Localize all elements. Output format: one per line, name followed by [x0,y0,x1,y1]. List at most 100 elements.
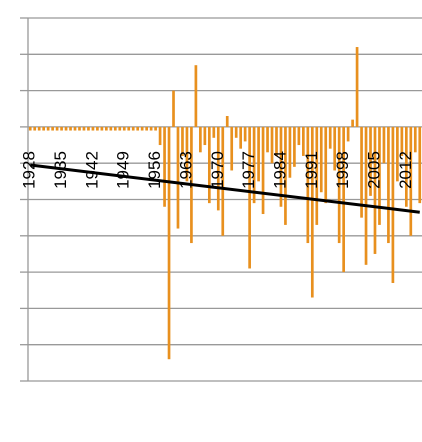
bar [212,126,216,138]
bar [387,126,390,244]
bar [163,126,166,207]
bar [346,126,350,142]
x-tick-label: 1977 [239,151,258,189]
bar [199,126,202,153]
bar [91,126,95,131]
bar [33,126,37,131]
bar [239,126,243,149]
bar [140,126,144,131]
bar [252,126,256,204]
bar [413,126,417,153]
bar [266,126,269,153]
bar [342,126,345,273]
trend-line [30,163,420,214]
bar [185,126,189,182]
bar [145,126,148,131]
bar [275,126,278,156]
bar [194,65,198,127]
bar [221,126,225,236]
bar [136,126,140,131]
bar [105,126,108,131]
x-tick-label: 2005 [364,151,383,189]
bar [37,126,41,131]
bar [60,126,63,131]
bar [167,126,171,360]
bar [373,126,377,254]
x-tick-label: 1942 [82,151,101,189]
bar [257,126,260,182]
bar [333,126,337,171]
bar [64,126,68,131]
bar [270,126,274,164]
bar [122,126,126,131]
bar [400,126,404,156]
bar [396,126,399,182]
bar [248,126,251,269]
bar [176,126,180,229]
bar [315,126,319,225]
bar [172,90,175,127]
bar [82,126,86,131]
bar [28,126,32,131]
bar [391,126,395,283]
bar [69,126,72,131]
bar [113,126,117,131]
bar [284,126,287,225]
bar [127,126,131,131]
bar [149,126,153,131]
bar [306,126,310,244]
bar [409,126,413,236]
x-tick-label: 1984 [270,151,289,189]
bar [207,126,211,204]
bar [297,126,301,146]
bar [319,126,323,193]
bar [378,126,381,225]
bar [310,126,314,298]
x-tick-label: 2012 [396,151,415,189]
bar [288,126,292,178]
bar [261,126,265,215]
bar [46,126,50,131]
bar [100,126,104,131]
bar [337,126,341,244]
x-tick-label: 1998 [333,151,352,189]
x-tick-label: 1991 [302,151,321,189]
bar [55,126,59,131]
bar [131,126,135,131]
x-tick-label: 1970 [208,151,227,189]
bar [96,126,99,131]
x-tick-label: 1956 [145,151,164,189]
bar [51,126,54,131]
x-tick-label: 1928 [20,151,39,189]
bar [225,116,229,127]
bar [324,126,328,204]
bar [216,126,220,211]
bar [203,126,207,146]
bar [109,126,113,131]
x-tick-label: 1963 [176,151,195,189]
bar [404,126,408,207]
x-tick-label: 1949 [114,151,133,189]
bar [351,119,354,127]
bar [118,126,122,131]
bar [369,126,372,196]
bar [328,126,332,149]
bar [293,126,296,167]
bar [158,126,162,146]
bar [418,126,422,204]
bar [154,126,157,131]
bar [243,126,247,142]
bar [230,126,234,171]
bar [42,126,46,131]
bar [87,126,90,131]
bar [73,126,77,131]
bar [364,126,368,265]
bar [355,47,359,127]
bar [382,126,386,164]
bar [234,126,238,138]
bar [78,126,81,131]
bar [181,126,184,156]
bar [360,126,363,218]
bar [279,126,283,207]
